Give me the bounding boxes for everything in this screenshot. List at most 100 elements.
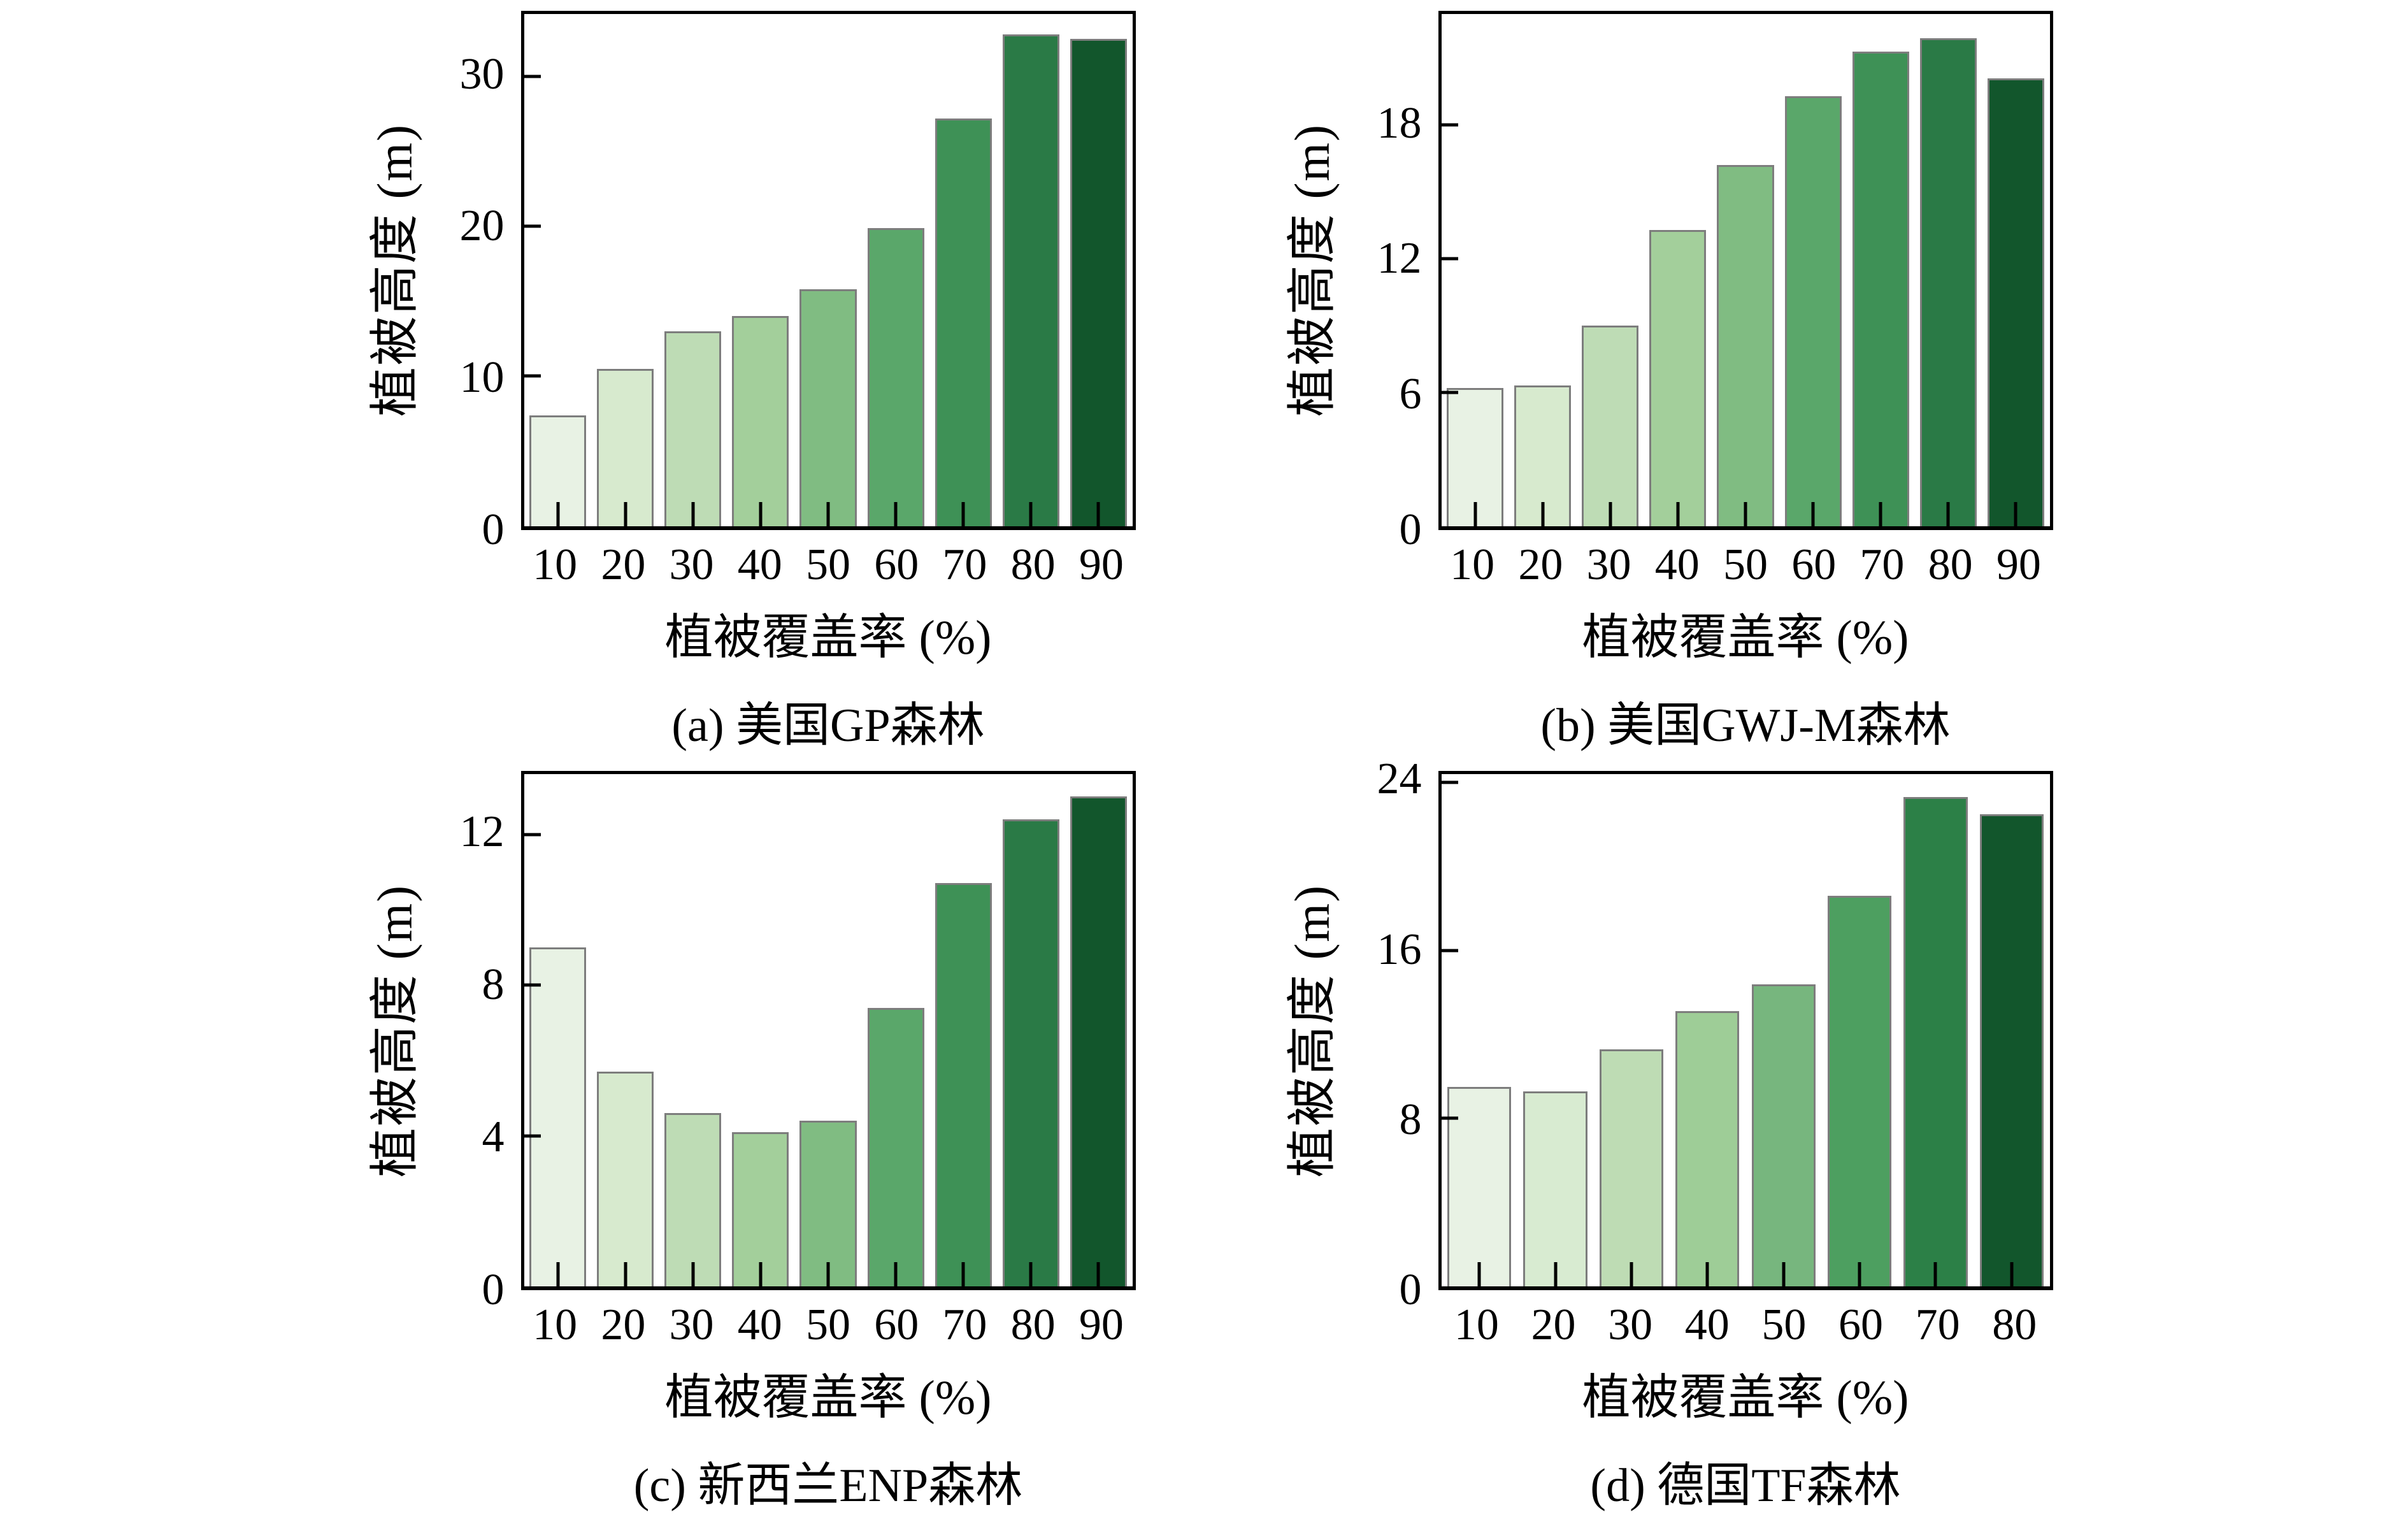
y-tick-label: 20 xyxy=(459,201,505,250)
bar-slot xyxy=(659,774,727,1286)
bar-coverage-30 xyxy=(1599,1049,1664,1286)
bar-slot xyxy=(1509,14,1577,526)
x-tick-mark xyxy=(894,501,898,526)
x-tick-label: 30 xyxy=(669,1300,714,1349)
y-axis-label: 植被高度 (m) xyxy=(366,884,422,1177)
y-axis-label: 植被高度 (m) xyxy=(1284,123,1340,417)
x-tick-label: 80 xyxy=(1928,540,1973,589)
bar-coverage-80 xyxy=(1979,814,2044,1286)
bar-coverage-60 xyxy=(1827,896,1892,1286)
x-tick-label: 20 xyxy=(1531,1300,1576,1349)
x-tick-label: 20 xyxy=(1518,540,1563,589)
x-tick-label: 90 xyxy=(1079,1300,1124,1349)
x-tick-mark xyxy=(894,1262,898,1286)
panel-a-plot-area xyxy=(520,10,1136,530)
bar-slot xyxy=(1821,774,1897,1286)
x-tick-label: 40 xyxy=(737,540,782,589)
x-tick-label: 50 xyxy=(1761,1300,1807,1349)
x-tick-label: 10 xyxy=(1454,1300,1499,1349)
panel-b-y-axis-label-area: 植被高度 (m) xyxy=(1273,11,1343,530)
x-tick-mark xyxy=(826,501,830,526)
x-tick-mark xyxy=(1609,501,1612,526)
x-axis-label: 植被覆盖率 (%) xyxy=(1582,1371,1909,1425)
panel-d-bars xyxy=(1442,774,2050,1286)
x-tick-mark xyxy=(1933,1262,1937,1286)
y-tick-label: 18 xyxy=(1377,98,1422,148)
bar-slot xyxy=(1745,774,1821,1286)
x-tick-mark xyxy=(1554,1262,1558,1286)
bar-slot xyxy=(1847,14,1914,526)
bar-slot xyxy=(1593,774,1669,1286)
bar-slot xyxy=(862,774,929,1286)
bar-slot xyxy=(929,774,997,1286)
bar-slot xyxy=(862,14,929,526)
x-tick-mark xyxy=(1029,501,1033,526)
y-tick-mark xyxy=(524,224,541,228)
x-tick-label: 10 xyxy=(1450,540,1495,589)
bar-slot xyxy=(1644,14,1712,526)
bar-slot xyxy=(524,14,592,526)
x-tick-label: 90 xyxy=(1996,540,2041,589)
panel-c-x-tick-labels: 10 20 30 40 50 60 70 80 90 xyxy=(521,1303,1136,1360)
panel-d-plot-area xyxy=(1438,771,2053,1290)
bar-slot xyxy=(1670,774,1745,1286)
y-tick-label: 0 xyxy=(482,1265,505,1314)
bar-coverage-40 xyxy=(732,316,789,526)
x-tick-label: 30 xyxy=(1586,540,1631,589)
x-tick-mark xyxy=(1782,1262,1786,1286)
panel-a-y-tick-labels: 0 10 20 30 xyxy=(426,11,521,552)
x-tick-mark xyxy=(1477,1262,1481,1286)
bar-slot xyxy=(997,774,1064,1286)
x-tick-mark xyxy=(1705,1262,1709,1286)
y-tick-mark xyxy=(1441,1116,1458,1120)
panel-d-caption: (d) 德国TF森林 xyxy=(1590,1460,1901,1513)
x-tick-label: 10 xyxy=(533,540,578,589)
y-axis-label: 植被高度 (m) xyxy=(366,123,422,417)
panel-c-caption: (c) 新西兰ENP森林 xyxy=(633,1460,1023,1513)
panel-d-x-tick-labels: 10 20 30 40 50 60 70 80 xyxy=(1438,1303,2053,1360)
bar-slot xyxy=(929,14,997,526)
bar-slot xyxy=(794,14,862,526)
x-tick-mark xyxy=(1029,1262,1033,1286)
bar-coverage-90 xyxy=(1987,78,2044,526)
panel-b: 植被高度 (m) 0 6 12 18 10 20 30 40 50 60 70 80 90 植被覆盖率… xyxy=(1273,10,2053,753)
x-tick-label: 90 xyxy=(1079,540,1124,589)
bar-coverage-50 xyxy=(799,289,857,526)
x-tick-label: 80 xyxy=(1010,540,1056,589)
x-tick-label: 70 xyxy=(1860,540,1905,589)
x-tick-label: 60 xyxy=(1791,540,1837,589)
panel-a-y-axis-label-area: 植被高度 (m) xyxy=(355,11,426,530)
panel-a-bars xyxy=(524,14,1133,526)
bar-slot xyxy=(1712,14,1779,526)
bar-slot xyxy=(659,14,727,526)
x-axis-label: 植被覆盖率 (%) xyxy=(664,1371,992,1425)
x-tick-mark xyxy=(2014,501,2017,526)
x-tick-mark xyxy=(556,1262,560,1286)
y-tick-mark xyxy=(524,833,541,837)
x-tick-label: 70 xyxy=(942,1300,987,1349)
bar-slot xyxy=(727,14,794,526)
panel-c-y-tick-labels: 0 4 8 12 xyxy=(426,771,521,1312)
x-tick-mark xyxy=(1676,501,1680,526)
x-tick-label: 40 xyxy=(737,1300,782,1349)
x-tick-mark xyxy=(1879,501,1882,526)
x-tick-mark xyxy=(759,1262,763,1286)
panel-b-caption: (b) 美国GWJ-M森林 xyxy=(1540,699,1951,752)
y-tick-label: 24 xyxy=(1377,754,1422,804)
bar-coverage-30 xyxy=(664,1113,722,1286)
x-tick-mark xyxy=(961,1262,965,1286)
panel-c-y-axis-label-area: 植被高度 (m) xyxy=(355,771,426,1290)
y-tick-mark xyxy=(1441,949,1458,952)
x-tick-label: 80 xyxy=(1010,1300,1056,1349)
x-tick-mark xyxy=(1946,501,1950,526)
panel-b-plot-area xyxy=(1438,10,2053,530)
x-tick-label: 60 xyxy=(874,540,919,589)
x-tick-label: 60 xyxy=(874,1300,919,1349)
panel-a-caption: (a) 美国GP森林 xyxy=(671,699,985,752)
bar-coverage-60 xyxy=(1784,96,1842,526)
panel-c: 植被高度 (m) 0 4 8 12 10 20 30 40 50 60 70 80 90 植被覆盖率 … xyxy=(355,771,1136,1513)
bar-slot xyxy=(1982,14,2049,526)
bar-coverage-40 xyxy=(1649,229,1707,526)
bar-slot xyxy=(1064,14,1132,526)
